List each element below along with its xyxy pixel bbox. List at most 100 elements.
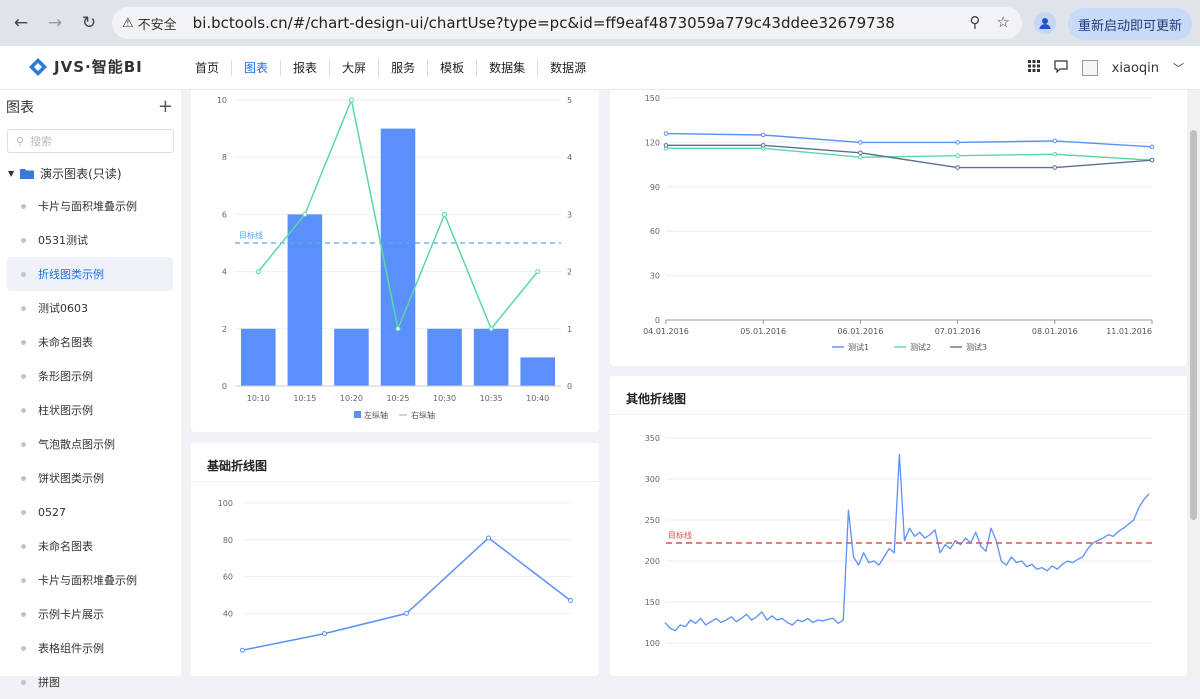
line-point	[760, 143, 766, 148]
line-series	[242, 536, 571, 651]
y2-tick-label: 3	[567, 210, 572, 219]
sidebar-item[interactable]: 示例卡片展示	[7, 597, 173, 631]
page-scrollbar[interactable]	[1187, 90, 1200, 676]
sidebar-item[interactable]: 测试0603	[7, 291, 173, 325]
sidebar-item[interactable]: 表格组件示例	[7, 631, 173, 665]
chart-title: 其他折线图	[626, 392, 687, 406]
sidebar-item[interactable]: 条形图示例	[7, 359, 173, 393]
menu-item[interactable]: 首页	[183, 60, 233, 76]
sidebar-search-input[interactable]: ⚲ 搜索	[7, 129, 174, 153]
line-point	[568, 598, 573, 604]
logo-icon	[29, 57, 47, 76]
back-icon[interactable]: ←	[13, 13, 29, 33]
sidebar-item[interactable]: 未命名图表	[7, 325, 173, 359]
line-point	[858, 150, 863, 156]
y-tick-label: 120	[645, 138, 660, 147]
line-point	[955, 153, 960, 159]
bar	[334, 328, 369, 386]
sidebar-item[interactable]: 拼图	[7, 665, 173, 699]
apps-grid-icon[interactable]	[1027, 60, 1040, 76]
target-line-label: 目标线	[239, 230, 263, 240]
line-point	[442, 211, 448, 217]
chevron-down-icon[interactable]: ﹀	[1173, 62, 1184, 75]
bar	[520, 357, 555, 386]
line-point	[404, 610, 409, 616]
line-point	[240, 647, 245, 653]
menu-item[interactable]: 服务	[379, 60, 429, 76]
x-tick-label: 11.01.2016	[1106, 327, 1152, 336]
caret-down-icon: ▼	[8, 169, 15, 178]
menu-item[interactable]: 数据集	[477, 60, 539, 76]
sidebar-item[interactable]: 饼状图类示例	[7, 461, 173, 495]
scrollbar-thumb[interactable]	[1190, 130, 1197, 520]
x-tick-label: 08.01.2016	[1032, 327, 1078, 336]
y-tick-label: 2	[222, 325, 227, 334]
sidebar-item[interactable]: 折线图类示例	[7, 257, 173, 291]
bullet-icon	[21, 407, 26, 413]
app-logo[interactable]: JVS·智能BI	[28, 56, 143, 77]
sidebar-item[interactable]: 未命名图表	[7, 529, 173, 563]
zoom-icon[interactable]: ⚲	[969, 13, 981, 31]
sidebar-item[interactable]: 气泡散点图示例	[7, 427, 173, 461]
message-icon[interactable]	[1054, 59, 1068, 77]
chart-panel-basic-line: 基础折线图 40 60 80 100	[191, 443, 599, 676]
sidebar-item-label: 饼状图类示例	[38, 472, 104, 485]
username[interactable]: xiaoqin	[1111, 60, 1159, 76]
line-point	[1052, 151, 1058, 157]
address-bar[interactable]: ⚠ 不安全 bi.bctools.cn/#/chart-design-ui/ch…	[112, 7, 1022, 39]
line-point	[348, 97, 354, 103]
y-tick-label: 150	[645, 94, 660, 103]
bar	[380, 128, 416, 386]
sidebar-item[interactable]: 卡片与面积堆叠示例	[7, 563, 173, 597]
line-point	[302, 211, 308, 217]
y-tick-label: 0	[655, 316, 660, 325]
line-point	[1149, 144, 1155, 150]
line-point	[955, 165, 960, 170]
line-point	[486, 535, 491, 541]
security-warning[interactable]: ⚠ 不安全	[122, 15, 177, 33]
y-tick-label: 300	[645, 475, 660, 484]
sidebar-item[interactable]: 0527	[7, 495, 173, 529]
profile-avatar-icon[interactable]	[1034, 12, 1056, 34]
warning-icon: ⚠	[122, 15, 134, 31]
add-chart-button[interactable]: +	[157, 96, 173, 117]
folder-demo-charts[interactable]: ▼ 演示图表(只读)	[8, 167, 122, 181]
x-tick-label: 04.01.2016	[643, 327, 689, 336]
line-series	[666, 144, 1153, 169]
y-tick-label: 6	[222, 210, 227, 219]
chart-panel-combo: 0 2 4 6 8 10 0 1 2 3 4 5 10:10 10:15 10:20 10:25 10:30 10…	[191, 90, 599, 432]
sidebar-item-label: 表格组件示例	[38, 642, 104, 655]
menu-item[interactable]: 数据源	[550, 61, 587, 75]
menu-item[interactable]: 报表	[281, 60, 331, 76]
sidebar-item[interactable]: 卡片与面积堆叠示例	[7, 189, 173, 223]
sidebar-item[interactable]: 柱状图示例	[7, 393, 173, 427]
menu-item[interactable]: 图表	[232, 60, 282, 76]
line-series	[664, 453, 1150, 632]
menu-item[interactable]: 模板	[428, 60, 478, 76]
line-point	[322, 631, 327, 637]
x-tick-label: 07.01.2016	[935, 327, 981, 336]
update-button[interactable]: 重新启动即可更新	[1068, 8, 1192, 40]
forward-icon[interactable]: →	[47, 13, 63, 33]
y-tick-label: 8	[222, 153, 227, 162]
target-line-label: 目标线	[668, 530, 692, 540]
sidebar-item[interactable]: 0531测试	[7, 223, 173, 257]
legend-label: 左纵轴	[364, 410, 388, 420]
sidebar-item-label: 卡片与面积堆叠示例	[38, 200, 137, 213]
basic-line-chart: 40 60 80 100	[218, 499, 573, 653]
bullet-icon	[21, 577, 26, 583]
x-tick-label: 10:10	[247, 394, 270, 403]
panel-divider	[610, 414, 1187, 415]
line-point	[858, 154, 863, 160]
menu-item[interactable]: 大屏	[330, 60, 380, 76]
bar	[241, 328, 276, 386]
other-line-chart: 100 150 200 250 300 350 目标线	[645, 434, 1152, 648]
x-tick-label: 10:35	[480, 394, 503, 403]
reload-icon[interactable]: ↻	[81, 13, 97, 33]
legend-label: 右纵轴	[411, 410, 435, 420]
bookmark-star-icon[interactable]: ☆	[996, 13, 1010, 31]
bullet-icon	[21, 373, 26, 379]
browser-toolbar: ← → ↻ ⚠ 不安全 bi.bctools.cn/#/chart-design…	[0, 0, 1200, 46]
user-avatar[interactable]	[1081, 60, 1098, 76]
y2-tick-label: 1	[567, 325, 572, 334]
